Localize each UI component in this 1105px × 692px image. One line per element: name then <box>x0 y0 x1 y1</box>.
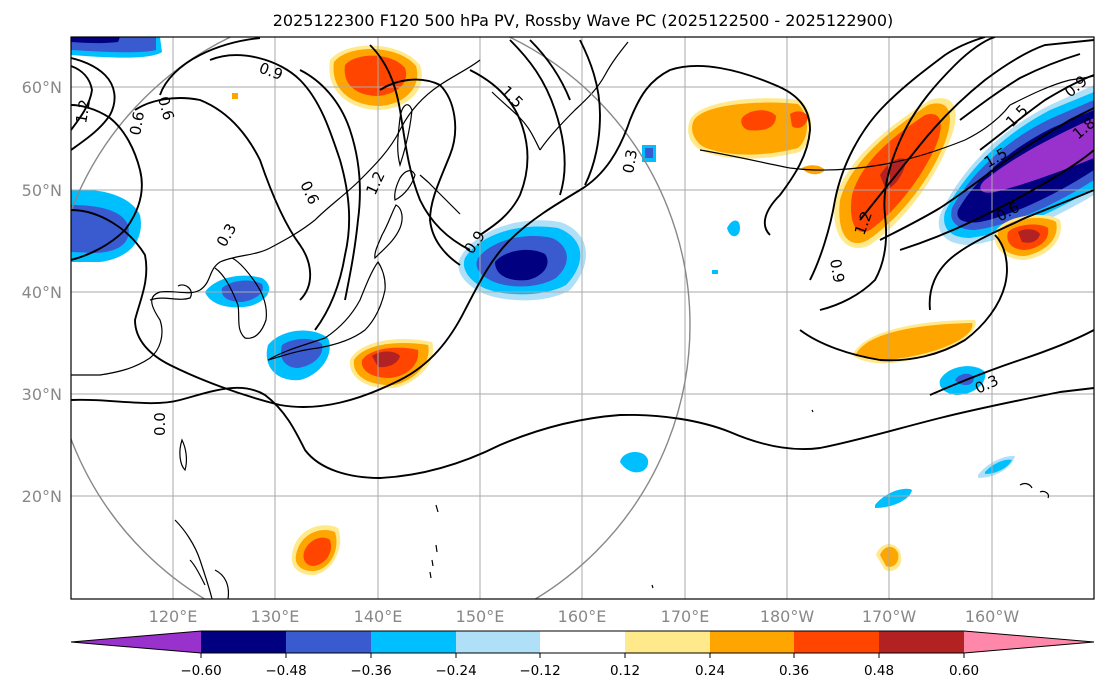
coast-philippines <box>174 519 230 599</box>
coast-kamchatka <box>539 41 629 151</box>
colorbar-segment <box>456 631 540 653</box>
coast-asia <box>71 59 481 376</box>
lat-labels: 60°N 50°N 40°N 30°N 20°N <box>22 78 62 506</box>
colorbar-tick-label: 0.12 <box>610 663 640 679</box>
colorbar-tick-label: −0.48 <box>265 663 306 679</box>
colorbar: −0.60 −0.48 −0.36 −0.24 −0.12 0.12 0.24 … <box>70 630 1095 679</box>
contour-label: 0.0 <box>151 412 169 436</box>
coast-japan <box>267 260 386 361</box>
lat-label: 30°N <box>22 385 62 404</box>
coast-korea <box>214 257 267 339</box>
graticule <box>71 37 1094 599</box>
colorbar-tick-label: 0.36 <box>779 663 809 679</box>
lon-label: 160°E <box>558 607 607 626</box>
colorbar-tick-label: 0.24 <box>695 663 725 679</box>
colorbar-tick-label: −0.60 <box>180 663 221 679</box>
contour-label: 1.2 <box>72 98 94 125</box>
map-layer: 0.9 0.6 1.2 0.6 0.3 0.6 1.2 1.5 0.3 0.9 … <box>71 37 1094 599</box>
lat-label: 50°N <box>22 181 62 200</box>
lon-label: 180°W <box>760 607 815 626</box>
colorbar-segment <box>625 631 710 653</box>
colorbar-segment <box>371 631 456 653</box>
contour-label: 0.6 <box>154 94 178 122</box>
contour-label: 0.9 <box>826 258 848 285</box>
colorbar-segment <box>540 631 625 653</box>
map-frame <box>70 36 1095 600</box>
figure-title: 2025122300 F120 500 hPa PV, Rossby Wave … <box>273 11 894 30</box>
colorbar-segment <box>286 631 371 653</box>
lat-label: 40°N <box>22 283 62 302</box>
lat-label: 20°N <box>22 487 62 506</box>
radius-circle <box>71 37 691 599</box>
contour-label: 0.6 <box>126 110 148 137</box>
colorbar-segment <box>879 631 964 653</box>
contour-label: 0.3 <box>619 148 641 175</box>
colorbar-under-triangle <box>71 631 201 653</box>
lon-label: 140°E <box>354 607 403 626</box>
colorbar-over-triangle <box>964 631 1094 653</box>
colorbar-tick-label: −0.36 <box>350 663 391 679</box>
colorbar-segment <box>710 631 794 653</box>
lon-labels: 120°E 130°E 140°E 150°E 160°E 170°E 180°… <box>149 607 1020 626</box>
colorbar-tick-label: −0.12 <box>519 663 560 679</box>
lon-label: 150°E <box>456 607 505 626</box>
pv-anomaly-fill <box>71 37 1094 576</box>
colorbar-segment <box>794 631 879 653</box>
colorbar-tick-label: 0.48 <box>864 663 894 679</box>
colorbar-tick-label: 0.60 <box>949 663 979 679</box>
lon-label: 160°W <box>965 607 1020 626</box>
colorbar-tick-label: −0.24 <box>435 663 476 679</box>
lon-label: 170°E <box>661 607 710 626</box>
lon-label: 130°E <box>251 607 300 626</box>
pv-contours <box>71 37 1094 479</box>
colorbar-ticks <box>200 653 965 658</box>
coastlines <box>71 41 1094 599</box>
lon-label: 120°E <box>149 607 198 626</box>
colorbar-segment <box>201 631 286 653</box>
coast-aleutians <box>699 104 1011 171</box>
lon-label: 170°W <box>862 607 917 626</box>
lat-label: 60°N <box>22 78 62 97</box>
